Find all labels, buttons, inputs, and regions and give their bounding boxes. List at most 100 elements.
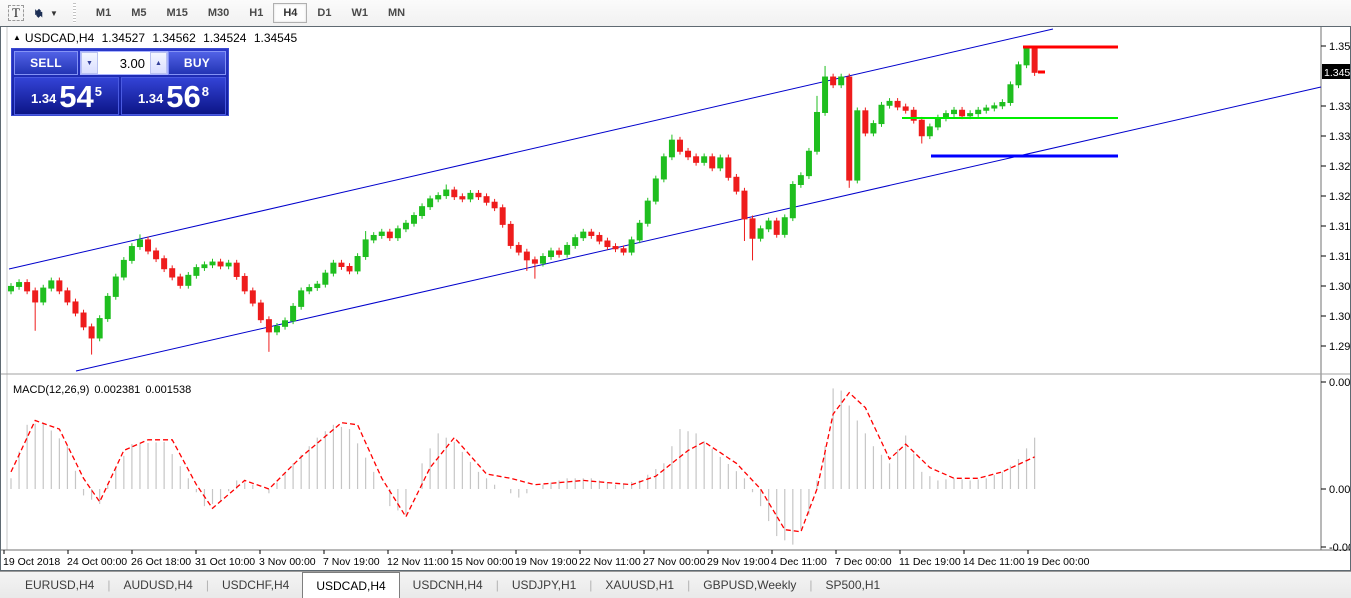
candle-body [419, 206, 426, 217]
candle-body [765, 220, 772, 230]
candle-body [822, 76, 829, 113]
volume-increase-button[interactable]: ▲ [150, 52, 167, 74]
candle-body [233, 262, 240, 277]
candle-body [967, 113, 974, 117]
timeframe-button-m1[interactable]: M1 [86, 3, 121, 23]
candle-body [539, 256, 546, 264]
timeframe-button-m15[interactable]: M15 [156, 3, 197, 23]
candle-body [1007, 84, 1014, 104]
time-axis-label: 14 Dec 11:00 [963, 556, 1025, 568]
candle-body [298, 290, 305, 307]
price-axis-label: 1.32305 [1329, 191, 1350, 203]
candle-body [717, 157, 724, 169]
time-axis-label: 22 Nov 11:00 [579, 556, 641, 568]
candle-body [733, 176, 740, 192]
buy-price-big: 56 [166, 79, 201, 114]
candle-body [572, 237, 579, 246]
candle-body [709, 156, 716, 169]
timeframe-button-w1[interactable]: W1 [341, 3, 378, 23]
volume-stepper: ▼ 3.00 ▲ [80, 51, 168, 75]
time-axis-label: 15 Nov 00:00 [451, 556, 514, 568]
time-axis-label: 31 Oct 10:00 [195, 556, 255, 568]
time-axis-label: 26 Oct 18:00 [131, 556, 191, 568]
candle-body [523, 251, 530, 261]
chart-tab-eurusd-h4[interactable]: EURUSD,H4 [25, 578, 95, 592]
candle-body [934, 117, 941, 128]
candle-body [789, 184, 796, 219]
candle-body [128, 246, 135, 261]
toolbar-grip[interactable] [70, 3, 78, 23]
candle-body [282, 320, 289, 327]
candle-body [378, 231, 385, 236]
chart-tab-gbpusd-weekly[interactable]: GBPUSD,Weekly [703, 578, 797, 592]
macd-axis-label: 0.00 [1329, 484, 1350, 496]
volume-decrease-button[interactable]: ▼ [81, 52, 98, 74]
chart-tab-audusd-h4[interactable]: AUDUSD,H4 [123, 578, 193, 592]
timeframe-button-h4[interactable]: H4 [273, 3, 308, 23]
candle-body [273, 325, 280, 333]
buy-price-display[interactable]: 1.34 56 8 [121, 77, 226, 115]
timeframe-button-h1[interactable]: H1 [239, 3, 273, 23]
chart-tab-usdchf-h4[interactable]: USDCHF,H4 [221, 578, 290, 592]
candle-body [88, 326, 95, 339]
candle-body [556, 250, 563, 255]
candle-body [628, 239, 635, 253]
price-chart[interactable]: 1.35020 1.33940 1.33400 1.32860 1.32305 1.317… [1, 27, 1350, 570]
timeframe-button-mn[interactable]: MN [378, 3, 415, 23]
timeframe-button-m5[interactable]: M5 [121, 3, 156, 23]
candle-body [290, 305, 297, 322]
candle-body [862, 110, 869, 134]
text-tool-icon: T [8, 5, 24, 21]
candle-body [386, 231, 393, 239]
candle-body [951, 109, 958, 115]
chart-tab-usdjpy-h1[interactable]: USDJPY,H1 [511, 578, 577, 592]
triangle-up-icon: ▲ [13, 33, 21, 42]
tab-separator: | [809, 578, 813, 592]
arrows-tool-button[interactable]: ▼ [28, 2, 61, 24]
timeframe-button-m30[interactable]: M30 [198, 3, 239, 23]
candle-body [636, 222, 643, 241]
candle-body [209, 261, 216, 266]
candle-body [112, 276, 119, 297]
tab-separator: | [107, 578, 111, 592]
candle-body [427, 198, 434, 208]
candle-body [1015, 64, 1022, 86]
current-price-tag [1322, 64, 1350, 79]
candle-body [1023, 47, 1030, 66]
candle-body [999, 102, 1006, 107]
candle-body [435, 195, 442, 200]
chart-tab-usdcnh-h4[interactable]: USDCNH,H4 [412, 578, 483, 592]
chart-tab-usdcad-h4[interactable]: USDCAD,H4 [302, 572, 400, 598]
chart-tab-xauusd-h1[interactable]: XAUUSD,H1 [605, 578, 675, 592]
candle-body [644, 200, 651, 224]
candle-body [451, 189, 458, 198]
candle-body [596, 234, 603, 242]
candle-body [225, 262, 232, 267]
timeframe-buttons: M1 M5 M15 M30 H1 H4 D1 W1 MN [86, 0, 415, 26]
macd-indicator-label: MACD(12,26,9) 0.002381 0.001538 [13, 384, 196, 396]
price-axis-label: 1.31225 [1329, 251, 1350, 263]
sell-price-display[interactable]: 1.34 54 5 [14, 77, 119, 115]
price-axis-label: 1.35020 [1329, 41, 1350, 53]
candle-body [983, 107, 990, 111]
candle-body [757, 228, 764, 239]
buy-button[interactable]: BUY [168, 51, 226, 75]
timeframe-button-d1[interactable]: D1 [307, 3, 341, 23]
volume-input[interactable]: 3.00 [98, 52, 150, 74]
candle-body [153, 250, 160, 260]
text-label-tool-button[interactable]: T [4, 2, 28, 24]
buy-price-small: 1.34 [137, 91, 164, 106]
sell-button[interactable]: SELL [14, 51, 78, 75]
candle-body [411, 215, 417, 224]
candle-body [370, 234, 377, 241]
time-axis-label: 29 Nov 19:00 [707, 556, 770, 568]
candle-body [362, 239, 369, 258]
arrows-icon [35, 8, 43, 18]
candle-body [773, 220, 780, 235]
macd-axis-label: 0.004999 [1329, 377, 1350, 389]
candle-body [483, 196, 490, 203]
chart-tab-sp500-h1[interactable]: SP500,H1 [825, 578, 881, 592]
time-axis-label: 12 Nov 11:00 [387, 556, 449, 568]
candle-body [959, 109, 966, 117]
candle-body [169, 268, 176, 278]
